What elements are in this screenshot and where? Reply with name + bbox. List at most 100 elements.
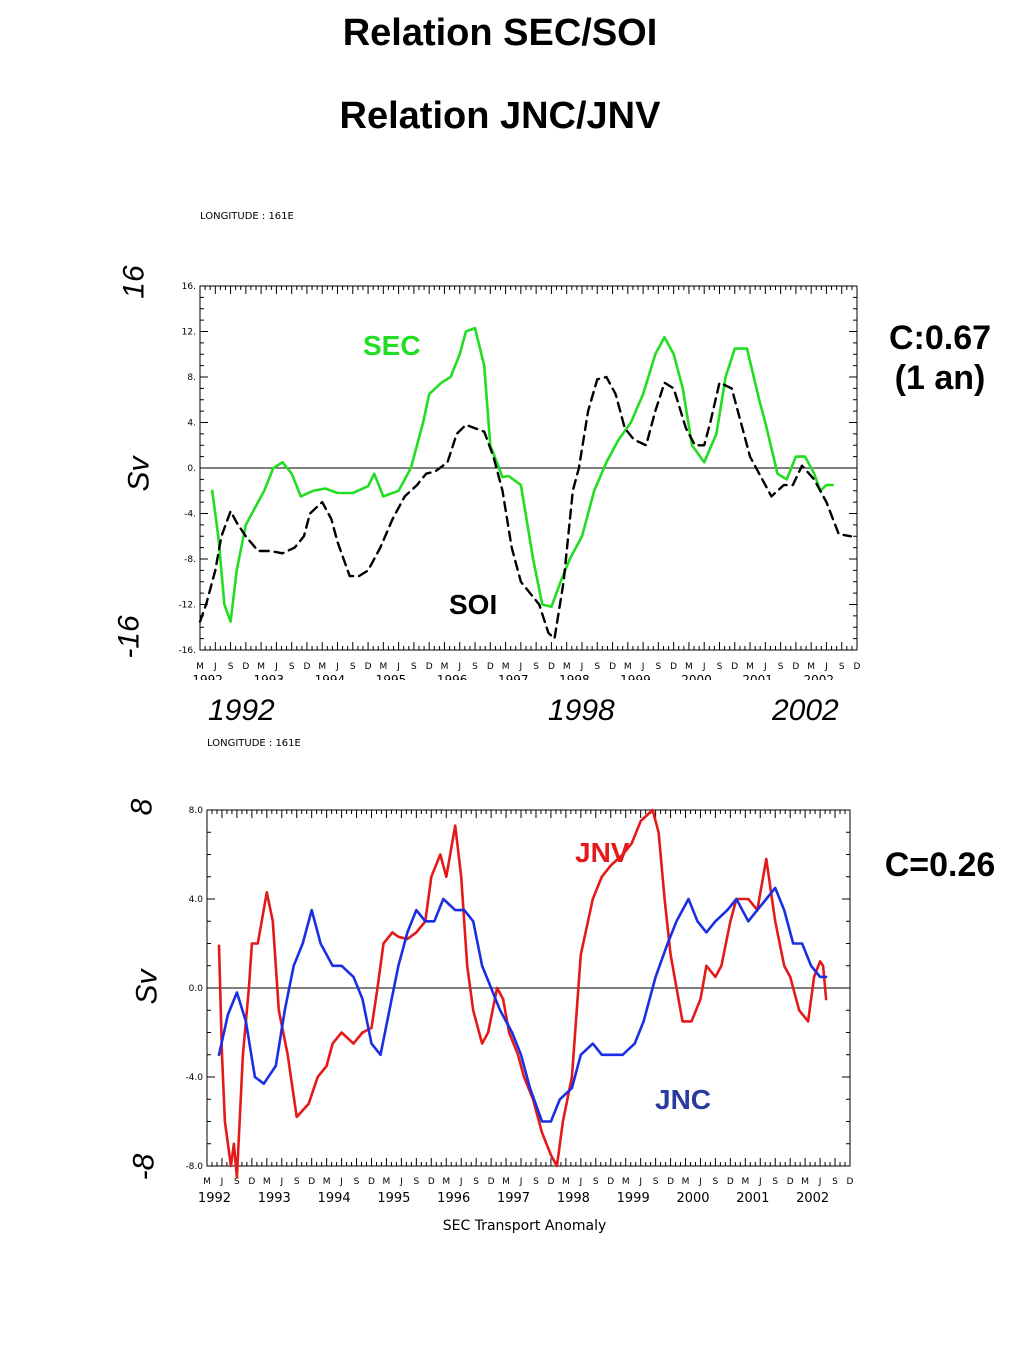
chart1-month-label: J bbox=[274, 662, 278, 672]
chart1-ytick-label: -8. bbox=[184, 555, 196, 565]
series-line-sec bbox=[210, 326, 834, 623]
chart2-month-label: J bbox=[279, 1177, 283, 1187]
chart1-correlation-lag: (1 an) bbox=[894, 359, 986, 397]
chart1-month-label: J bbox=[213, 662, 217, 672]
chart1-ytick-label: 4. bbox=[187, 419, 196, 429]
chart1-ytick-label: -4. bbox=[184, 510, 196, 520]
chart1-month-label: J bbox=[641, 662, 645, 672]
chart2-month-label: J bbox=[339, 1177, 343, 1187]
chart1-month-label: J bbox=[335, 662, 339, 672]
chart1-month-label: D bbox=[548, 662, 555, 672]
series-label-jnv: JNV bbox=[575, 837, 630, 868]
chart2-year-label: 2001 bbox=[736, 1191, 769, 1206]
chart2-year-label: 1999 bbox=[617, 1191, 650, 1206]
chart2-month-label: M bbox=[741, 1177, 749, 1187]
chart1-month-label: S bbox=[533, 662, 539, 672]
chart2-month-label: D bbox=[308, 1177, 315, 1187]
chart2-month-label: M bbox=[442, 1177, 450, 1187]
chart1-month-label: D bbox=[365, 662, 372, 672]
chart2-month-label: M bbox=[502, 1177, 510, 1187]
chart1-month-label: M bbox=[624, 662, 632, 672]
chart1-month-label: D bbox=[487, 662, 494, 672]
chart2-year-label: 1992 bbox=[198, 1191, 231, 1206]
chart2-ytick-label: -4.0 bbox=[185, 1073, 203, 1083]
series-line-jnc bbox=[217, 886, 828, 1123]
chart2-ytick-label: -8.0 bbox=[185, 1162, 203, 1172]
chart2-month-label: D bbox=[547, 1177, 554, 1187]
chart1-header: LONGITUDE : 161E bbox=[200, 211, 294, 222]
chart1-correlation: C:0.67 (1 an) bbox=[870, 318, 1010, 398]
chart1-month-label: S bbox=[472, 662, 478, 672]
chart2-year-label: 1994 bbox=[318, 1191, 351, 1206]
chart2-month-label: J bbox=[399, 1177, 403, 1187]
chart2-year-label: 1997 bbox=[497, 1191, 530, 1206]
chart2-month-label: J bbox=[758, 1177, 762, 1187]
chart1-month-label: M bbox=[441, 662, 449, 672]
chart1-month-label: D bbox=[426, 662, 433, 672]
chart1-month-label: M bbox=[807, 662, 815, 672]
chart2-year-label: 2000 bbox=[676, 1191, 709, 1206]
chart2-month-label: S bbox=[593, 1177, 599, 1187]
chart2-month-label: M bbox=[263, 1177, 271, 1187]
chart2-month-label: S bbox=[832, 1177, 838, 1187]
chart1-month-label: S bbox=[778, 662, 784, 672]
chart1-month-label: D bbox=[670, 662, 677, 672]
chart2-month-label: D bbox=[368, 1177, 375, 1187]
chart2-month-label: M bbox=[203, 1177, 211, 1187]
chart1-year-clip bbox=[190, 680, 867, 690]
chart2-month-label: D bbox=[847, 1177, 854, 1187]
chart2-month-label: D bbox=[428, 1177, 435, 1187]
chart2-month-label: D bbox=[248, 1177, 255, 1187]
chart2-ytick-label: 4.0 bbox=[189, 895, 204, 905]
chart1-month-label: S bbox=[839, 662, 845, 672]
chart1-month-label: M bbox=[563, 662, 571, 672]
chart1-month-label: M bbox=[379, 662, 387, 672]
chart1-month-label: J bbox=[396, 662, 400, 672]
chart2-month-label: M bbox=[801, 1177, 809, 1187]
chart2-month-label: J bbox=[519, 1177, 523, 1187]
chart2-xlabel: SEC Transport Anomaly bbox=[443, 1218, 607, 1234]
page-title-2: Relation JNC/JNV bbox=[339, 95, 661, 137]
chart1-month-label: M bbox=[746, 662, 754, 672]
chart2-month-label: D bbox=[787, 1177, 794, 1187]
chart1-month-label: D bbox=[609, 662, 616, 672]
chart1-month-label: S bbox=[228, 662, 234, 672]
chart2-header: LONGITUDE : 161E bbox=[207, 738, 301, 749]
chart1-month-label: M bbox=[257, 662, 265, 672]
chart1-month-label: S bbox=[350, 662, 356, 672]
chart2-month-label: J bbox=[698, 1177, 702, 1187]
chart1-ytick-label: 16. bbox=[182, 282, 196, 292]
chart2-month-label: J bbox=[638, 1177, 642, 1187]
chart1-month-label: J bbox=[580, 662, 584, 672]
chart1-month-label: D bbox=[242, 662, 249, 672]
chart1-month-label: J bbox=[519, 662, 523, 672]
chart2-month-label: S bbox=[473, 1177, 479, 1187]
chart2-year-label: 1995 bbox=[377, 1191, 410, 1206]
chart2-month-label: S bbox=[413, 1177, 419, 1187]
series-label-jnc: JNC bbox=[655, 1084, 711, 1115]
chart1-month-label: S bbox=[594, 662, 600, 672]
chart2-month-label: M bbox=[622, 1177, 630, 1187]
chart2-year-label: 1993 bbox=[258, 1191, 291, 1206]
chart2-month-label: D bbox=[667, 1177, 674, 1187]
chart1-month-label: D bbox=[731, 662, 738, 672]
chart1-month-label: M bbox=[196, 662, 204, 672]
chart2-month-label: S bbox=[354, 1177, 360, 1187]
chart1-month-label: D bbox=[303, 662, 310, 672]
chart2-month-label: D bbox=[488, 1177, 495, 1187]
chart1-month-label: J bbox=[702, 662, 706, 672]
chart2-month-label: J bbox=[459, 1177, 463, 1187]
page-title-1: Relation SEC/SOI bbox=[342, 12, 658, 54]
chart2-month-label: S bbox=[234, 1177, 240, 1187]
chart2-month-label: M bbox=[682, 1177, 690, 1187]
chart2-year-label: 2002 bbox=[796, 1191, 829, 1206]
chart2-month-label: J bbox=[818, 1177, 822, 1187]
chart1-month-label: J bbox=[763, 662, 767, 672]
chart1-big-year-1992: 1992 bbox=[208, 694, 275, 727]
chart2-month-label: S bbox=[294, 1177, 300, 1187]
chart2-year-label: 1998 bbox=[557, 1191, 590, 1206]
chart2-month-label: J bbox=[220, 1177, 224, 1187]
chart2-month-label: S bbox=[713, 1177, 719, 1187]
